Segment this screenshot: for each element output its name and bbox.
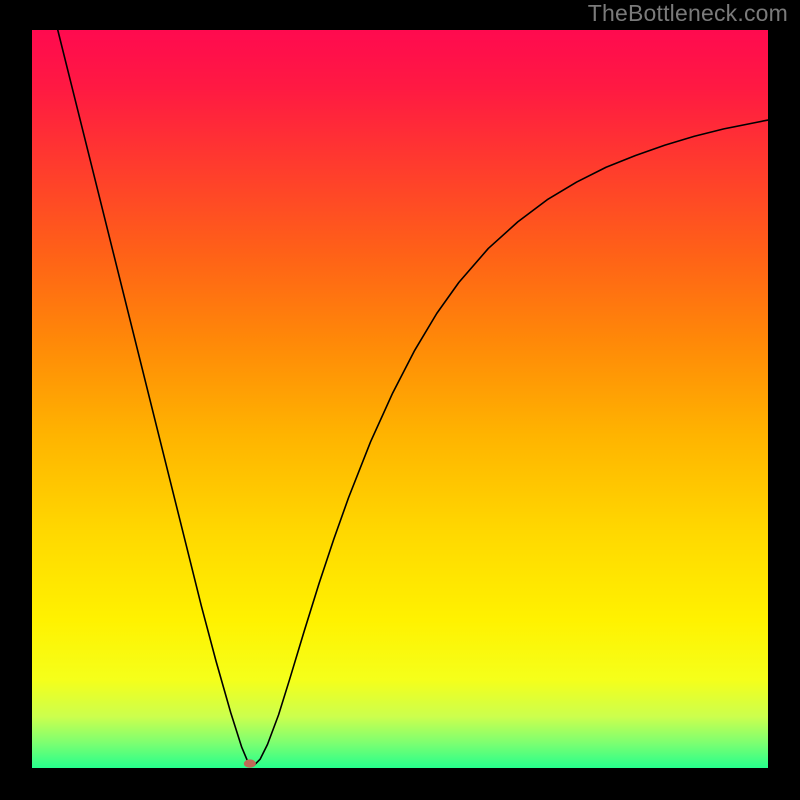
- plot-background: [32, 30, 768, 768]
- watermark-text: TheBottleneck.com: [588, 0, 788, 27]
- chart-stage: TheBottleneck.com: [0, 0, 800, 800]
- minimum-marker: [244, 759, 256, 767]
- chart-svg: [0, 0, 800, 800]
